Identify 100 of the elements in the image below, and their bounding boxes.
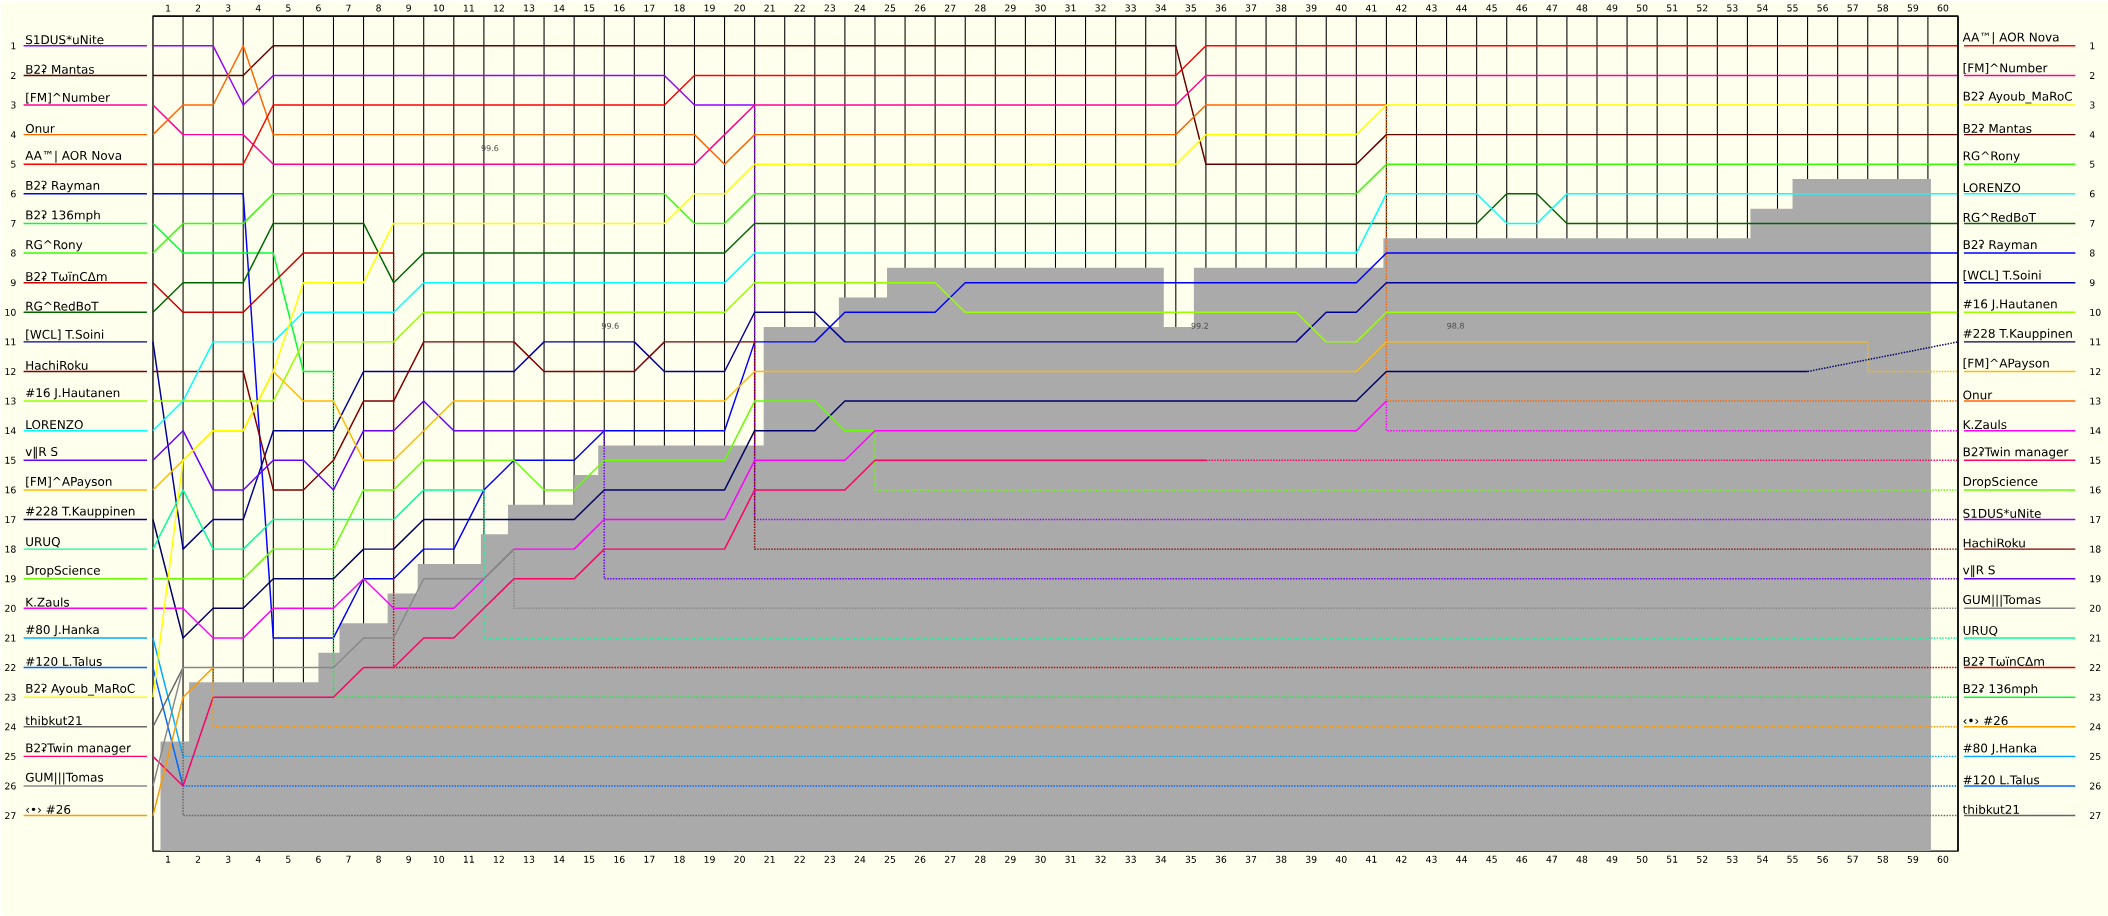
x-tick-label: 55 bbox=[1787, 4, 1798, 12]
y-tick-label: 1 bbox=[11, 42, 16, 50]
x2-tick-label: 12 bbox=[494, 855, 504, 863]
x-tick-label: 1 bbox=[166, 4, 171, 12]
text: [FM]^APayson bbox=[26, 476, 112, 489]
y-tick-label: 15 bbox=[5, 456, 16, 464]
x-tick-label: 18 bbox=[674, 4, 685, 12]
text: thibkut21 bbox=[25, 716, 82, 726]
x-tick-label: 31 bbox=[1065, 4, 1076, 12]
x2-tick-label: 49 bbox=[1606, 855, 1618, 864]
x2-tick-label: 59 bbox=[1907, 855, 1919, 864]
y-tick-label: 12 bbox=[5, 368, 16, 376]
x2-tick-label: 42 bbox=[1395, 855, 1407, 863]
y-tick-label: 3 bbox=[11, 101, 16, 109]
x2-tick-label: 38 bbox=[1275, 855, 1287, 864]
x2-tick-label: 24 bbox=[854, 855, 866, 863]
text: GUM|||Tomas bbox=[25, 772, 104, 785]
series-label: LORENZO bbox=[1963, 183, 2021, 193]
x2-tick-label: 10 bbox=[433, 855, 445, 864]
y-tick-label: 14 bbox=[5, 427, 16, 435]
y-tick-label: 18 bbox=[5, 545, 16, 553]
y2-tick-label: 8 bbox=[2089, 249, 2095, 257]
text: AA™| AOR Nova bbox=[25, 150, 122, 163]
x-tick-label: 43 bbox=[1426, 4, 1437, 12]
x-tick-label: 10 bbox=[433, 4, 445, 12]
x-tick-label: 40 bbox=[1335, 4, 1347, 12]
x-tick-label: 25 bbox=[884, 4, 896, 12]
x-tick-label: 16 bbox=[614, 4, 625, 12]
x-tick-label: 47 bbox=[1546, 4, 1558, 12]
x-tick-label: 30 bbox=[1035, 4, 1046, 12]
x-tick-label: 49 bbox=[1606, 4, 1618, 12]
x2-tick-label: 32 bbox=[1095, 855, 1106, 864]
x2-tick-label: 54 bbox=[1757, 855, 1768, 863]
x-tick-label: 17 bbox=[644, 4, 655, 12]
x2-tick-label: 36 bbox=[1215, 855, 1227, 864]
text: DropScience bbox=[1963, 476, 2038, 489]
x2-tick-label: 19 bbox=[704, 855, 715, 864]
y-tick-label: 23 bbox=[5, 693, 16, 701]
text: #120 L.Talus bbox=[1963, 775, 2040, 785]
text: LORENZO bbox=[26, 420, 83, 430]
x-tick-label: 45 bbox=[1486, 4, 1497, 12]
x-tick-label: 34 bbox=[1155, 4, 1167, 12]
y-tick-label: 6 bbox=[11, 190, 16, 198]
x2-tick-label: 35 bbox=[1185, 855, 1196, 864]
text: #16 J.Hautanen bbox=[26, 388, 120, 400]
text: ‹•› #26 bbox=[26, 805, 71, 815]
y2-tick-label: 22 bbox=[2090, 664, 2101, 672]
x-tick-label: 13 bbox=[524, 4, 535, 12]
y2-tick-label: 12 bbox=[2090, 368, 2101, 376]
y-tick-label: 16 bbox=[5, 486, 16, 494]
x-tick-label: 57 bbox=[1847, 4, 1858, 12]
y2-tick-label: 26 bbox=[2090, 782, 2101, 790]
x-tick-label: 20 bbox=[734, 4, 745, 12]
x2-tick-label: 1 bbox=[166, 855, 171, 863]
x-tick-label: 24 bbox=[854, 4, 866, 12]
y2-tick-label: 25 bbox=[2090, 752, 2101, 761]
x2-tick-label: 4 bbox=[255, 855, 261, 863]
text: B2ʡTwin manager bbox=[1963, 447, 2069, 459]
x-tick-label: 42 bbox=[1395, 4, 1407, 12]
x-tick-label: 12 bbox=[494, 4, 504, 12]
x2-tick-label: 52 bbox=[1697, 855, 1708, 864]
text: ‹•› #26 bbox=[1963, 716, 2008, 726]
y2-tick-label: 5 bbox=[2090, 160, 2095, 168]
text: S1DUS*uNite bbox=[26, 35, 104, 45]
series-label: B2ʡTwin manager bbox=[26, 743, 131, 755]
x2-tick-label: 17 bbox=[644, 855, 655, 863]
series-label: B2ʡ Ayoub_MaRoC bbox=[1963, 91, 2073, 104]
x-tick-label: 36 bbox=[1215, 4, 1227, 12]
x2-tick-label: 33 bbox=[1125, 855, 1136, 864]
y-tick-label: 11 bbox=[5, 338, 16, 346]
x2-tick-label: 13 bbox=[524, 855, 535, 864]
text: thibkut21 bbox=[1962, 804, 2019, 815]
x2-tick-label: 50 bbox=[1636, 855, 1648, 864]
y2-tick-label: 15 bbox=[2090, 456, 2101, 464]
x-tick-label: 22 bbox=[794, 4, 805, 12]
series-label: RG^RedBoT bbox=[1963, 212, 2037, 222]
x2-tick-label: 60 bbox=[1937, 855, 1949, 864]
y-tick-label: 7 bbox=[11, 220, 16, 227]
x2-tick-label: 22 bbox=[794, 855, 805, 863]
x2-tick-label: 26 bbox=[914, 855, 926, 864]
x2-tick-label: 53 bbox=[1727, 855, 1738, 864]
text: RG^RedBoT bbox=[26, 301, 99, 311]
y2-tick-label: 17 bbox=[2090, 516, 2101, 524]
y2-tick-label: 10 bbox=[2090, 308, 2101, 316]
y-tick-label: 19 bbox=[5, 575, 16, 583]
x2-tick-label: 21 bbox=[764, 855, 775, 863]
x-tick-label: 26 bbox=[914, 4, 926, 12]
x-tick-label: 4 bbox=[255, 4, 261, 12]
text: HachiRoku bbox=[1963, 538, 2025, 548]
series-label: #16 J.Hautanen bbox=[1963, 299, 2057, 311]
text: #80 J.Hanka bbox=[26, 624, 99, 637]
x-tick-label: 21 bbox=[764, 4, 775, 12]
annotation: 98.8 bbox=[1447, 322, 1464, 329]
x-tick-label: 35 bbox=[1185, 4, 1196, 12]
series-label: B2ʡ Rayman bbox=[1963, 239, 2037, 252]
x2-tick-label: 28 bbox=[975, 855, 986, 864]
y2-tick-label: 11 bbox=[2090, 338, 2101, 346]
x2-tick-label: 48 bbox=[1576, 855, 1588, 864]
y-tick-label: 9 bbox=[10, 279, 16, 287]
y-tick-label: 17 bbox=[5, 516, 16, 524]
